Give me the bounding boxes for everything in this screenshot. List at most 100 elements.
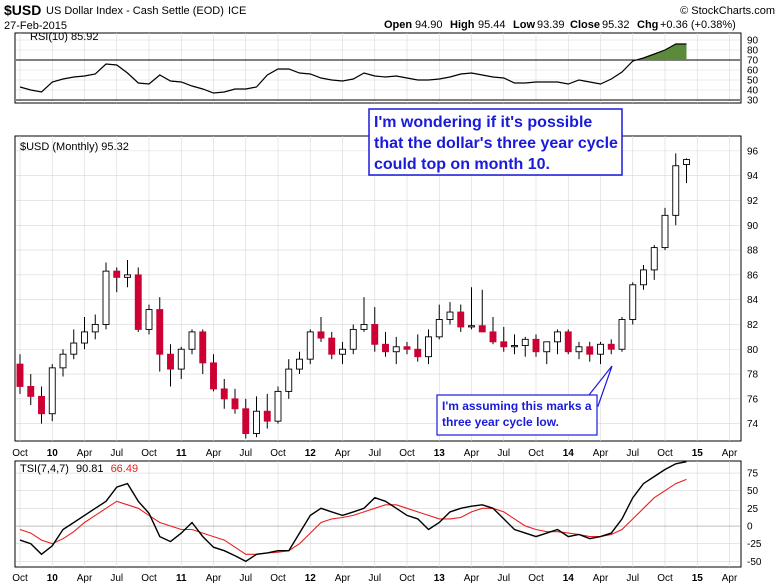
x-tick-label: Oct	[657, 448, 673, 459]
annotation-box	[436, 394, 598, 436]
rsi-tick-label: 30	[747, 96, 759, 107]
price-axis-ticks: 74 76 78 80 82 84 86 88 90 92 94 96	[747, 146, 759, 430]
candle	[489, 317, 497, 345]
rsi-legend: RSI(10) 85.92	[30, 31, 98, 43]
x-tick-label: Oct	[12, 573, 28, 584]
price-tick-label: 86	[747, 270, 759, 281]
candle-body	[156, 309, 164, 355]
annotation-line-1: I'm wondering if it's possible	[374, 114, 592, 131]
rsi-line	[19, 43, 687, 94]
candle-body	[59, 353, 67, 369]
candle	[349, 324, 357, 355]
candle-body	[650, 247, 658, 271]
candle-body	[81, 331, 88, 344]
x-tick-label: Jul	[626, 573, 639, 584]
x-tick-label: Jul	[497, 573, 510, 584]
price-panel-frame	[14, 135, 742, 442]
candle-body	[382, 343, 389, 353]
candle	[457, 304, 465, 332]
x-tick-label: Apr	[206, 573, 222, 584]
symbol: $USD	[4, 2, 41, 18]
candle	[156, 297, 164, 372]
candle	[177, 346, 185, 380]
candle-body	[607, 343, 615, 350]
x-tick-label: Jul	[368, 573, 381, 584]
candle-body	[500, 341, 508, 348]
candle-body	[403, 346, 411, 350]
candle	[672, 153, 680, 226]
candle-body	[167, 353, 174, 370]
x-tick-label: Apr	[722, 448, 738, 459]
annotation-line-3: could top on month 10.	[374, 156, 550, 173]
x-tick-label: Oct	[141, 573, 157, 584]
price-tick-label: 88	[747, 246, 759, 257]
candle-body	[220, 388, 228, 400]
candle-body	[231, 398, 239, 410]
candle-body	[360, 324, 368, 330]
x-tick-label: 15	[692, 448, 704, 459]
x-tick-label: Apr	[335, 448, 351, 459]
x-tick-label: Apr	[206, 448, 222, 459]
tsi-tick-label: -25	[747, 539, 762, 550]
candle-body	[414, 348, 422, 358]
candle-body	[296, 358, 303, 370]
open-label: Open	[384, 19, 412, 31]
candle-body	[371, 324, 379, 345]
chg-value: +0.36 (+0.38%)	[660, 19, 736, 31]
close-label: Close	[570, 19, 600, 31]
candle-body	[70, 342, 78, 355]
candle-body	[124, 274, 131, 278]
candle-body	[543, 341, 551, 353]
candle-body	[489, 331, 497, 343]
price-candles	[16, 153, 690, 439]
candle-body	[274, 390, 282, 422]
candle-body	[586, 346, 594, 355]
high-label: High	[450, 19, 475, 31]
candle-body	[446, 311, 454, 320]
x-tick-label: Apr	[722, 573, 738, 584]
x-tick-label: Oct	[141, 448, 157, 459]
candle	[328, 331, 336, 360]
candle	[403, 341, 411, 355]
tsi-x-axis-labels: Oct 10 Apr Jul Oct 11 Apr Jul Oct 12 Apr Jul Oct 13 Ap…	[12, 573, 738, 584]
candle	[435, 304, 443, 340]
candle-body	[48, 367, 56, 415]
candle	[468, 287, 475, 330]
candle-body	[188, 331, 196, 350]
tsi-panel: -50 -25 0 25 50 75 TSI(7,4,7) 90.81 66.49	[14, 460, 762, 568]
candle	[607, 339, 615, 355]
candle	[618, 317, 626, 352]
candle-body	[478, 325, 486, 333]
price-tick-label: 82	[747, 320, 759, 331]
instrument-name: US Dollar Index - Cash Settle (EOD)	[46, 5, 224, 17]
candle-body	[113, 270, 121, 278]
x-tick-label: Jul	[626, 448, 639, 459]
candle-body	[532, 338, 540, 353]
price-legend: $USD (Monthly) 95.32	[20, 141, 129, 153]
candle	[317, 317, 325, 342]
x-tick-label: Apr	[335, 573, 351, 584]
price-tick-label: 78	[747, 370, 759, 381]
candle-body	[435, 319, 443, 338]
candle-body	[392, 346, 400, 353]
candle	[231, 388, 239, 414]
candle-body	[672, 165, 680, 216]
candle-body	[683, 159, 690, 165]
x-tick-label: Jul	[497, 448, 510, 459]
candle-body	[145, 309, 153, 330]
x-tick-label: Apr	[593, 448, 609, 459]
quote-bar: Open 94.90 High 95.44 Low 93.39 Close 95…	[384, 19, 736, 31]
candle	[371, 307, 379, 352]
annotation-cycle-low: I'm assuming this marks a three year cyc…	[436, 365, 613, 436]
price-x-axis-labels: Oct 10 Apr Jul Oct 11 Apr Jul Oct 12 Apr Jul Oct 13 Ap…	[12, 448, 738, 459]
candle	[199, 329, 207, 375]
candle-body	[102, 270, 110, 325]
price-tick-label: 92	[747, 196, 759, 207]
candle	[564, 329, 572, 355]
price-tick-label: 74	[747, 419, 759, 430]
x-tick-label: 13	[434, 573, 446, 584]
candle	[306, 329, 314, 365]
rsi-panel-frame	[14, 32, 742, 104]
candle-body	[177, 348, 185, 370]
